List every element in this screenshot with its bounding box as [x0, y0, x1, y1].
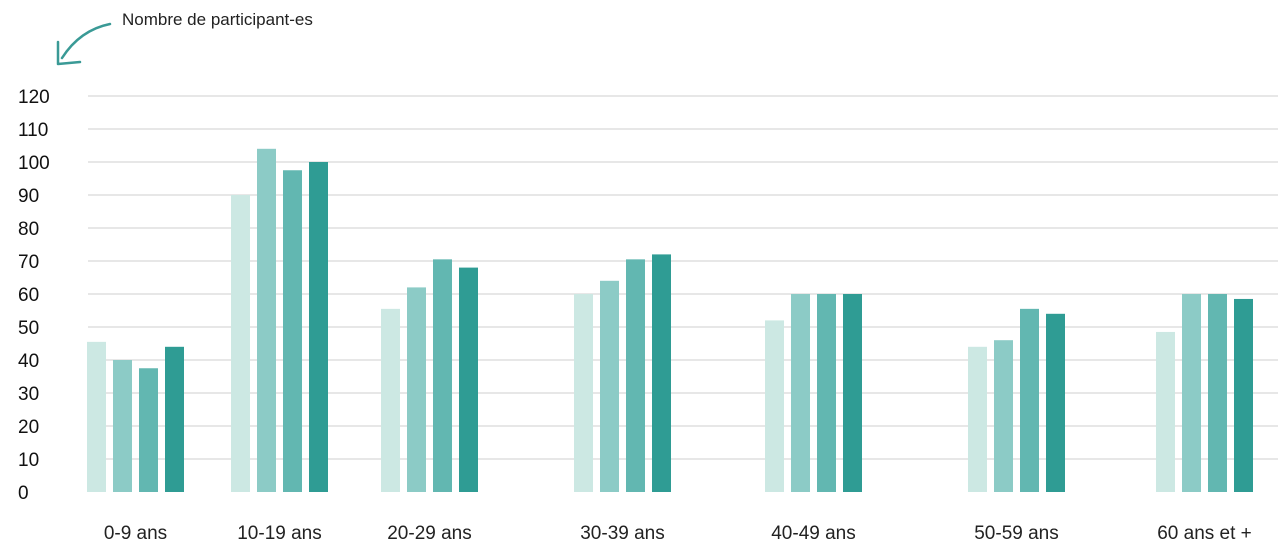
bar — [433, 259, 452, 492]
bar — [283, 170, 302, 492]
x-tick-label: 20-29 ans — [387, 523, 472, 544]
bar — [626, 259, 645, 492]
bar — [165, 346, 184, 492]
x-tick-label: 0-9 ans — [104, 523, 167, 544]
x-tick-label: 10-19 ans — [237, 523, 322, 544]
bar — [1182, 294, 1201, 492]
y-axis-ticks: 0 10 20 30 40 50 60 70 80 90 100 110 120 — [18, 87, 50, 504]
x-axis-categories: 0-9 ans 10-19 ans 20-29 ans 30-39 ans 40-49 … — [104, 523, 1252, 544]
bar — [1020, 308, 1039, 492]
y-tick-label: 60 — [18, 285, 39, 306]
y-tick-label: 10 — [18, 450, 39, 471]
bar — [791, 294, 810, 492]
y-tick-label: 30 — [18, 384, 39, 405]
bar — [407, 287, 426, 492]
y-axis-label: Nombre de participant-es — [122, 10, 313, 29]
bar — [652, 254, 671, 492]
bar — [968, 346, 987, 492]
bar — [87, 341, 106, 492]
y-tick-label: 50 — [18, 318, 39, 339]
bar — [1156, 331, 1175, 492]
bar — [765, 320, 784, 492]
y-tick-label: 0 — [18, 483, 29, 504]
bar — [1046, 313, 1065, 492]
x-tick-label: 50-59 ans — [974, 523, 1059, 544]
bar — [309, 162, 328, 492]
bar — [459, 267, 478, 492]
y-tick-label: 20 — [18, 417, 39, 438]
bar — [257, 148, 276, 493]
bar — [139, 368, 158, 492]
bar — [381, 308, 400, 492]
y-tick-label: 110 — [18, 120, 48, 141]
bar — [574, 294, 593, 492]
bar — [113, 360, 132, 492]
y-tick-label: 90 — [18, 186, 39, 207]
bar — [231, 195, 250, 492]
bar — [843, 294, 862, 492]
arrow-head-icon — [56, 40, 82, 66]
bar — [1234, 298, 1253, 492]
arrow-icon — [60, 22, 112, 60]
bar — [817, 294, 836, 492]
y-tick-label: 80 — [18, 219, 39, 240]
x-tick-label: 40-49 ans — [771, 523, 856, 544]
bar — [1208, 294, 1227, 492]
bars — [87, 148, 1253, 493]
y-tick-label: 100 — [18, 153, 50, 174]
bar — [600, 280, 619, 492]
x-tick-label: 60 ans et + — [1157, 523, 1252, 544]
y-axis-label-group: Nombre de participant-es — [56, 10, 313, 66]
y-tick-label: 40 — [18, 351, 39, 372]
x-tick-label: 30-39 ans — [580, 523, 665, 544]
bar — [994, 340, 1013, 492]
y-tick-label: 120 — [18, 87, 50, 108]
y-tick-label: 70 — [18, 252, 39, 273]
